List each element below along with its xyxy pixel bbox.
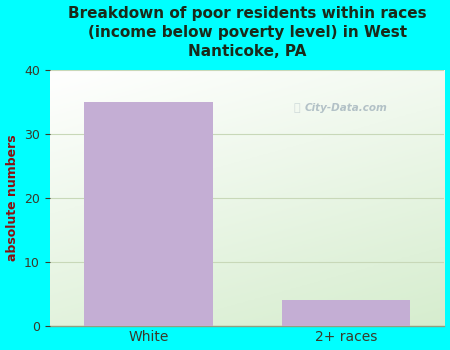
Bar [84, 102, 212, 326]
Text: City-Data.com: City-Data.com [304, 103, 387, 113]
Bar [282, 300, 410, 326]
Y-axis label: absolute numbers: absolute numbers [5, 134, 18, 261]
Text: ⓘ: ⓘ [293, 103, 300, 113]
Title: Breakdown of poor residents within races
(income below poverty level) in West
Na: Breakdown of poor residents within races… [68, 6, 427, 59]
